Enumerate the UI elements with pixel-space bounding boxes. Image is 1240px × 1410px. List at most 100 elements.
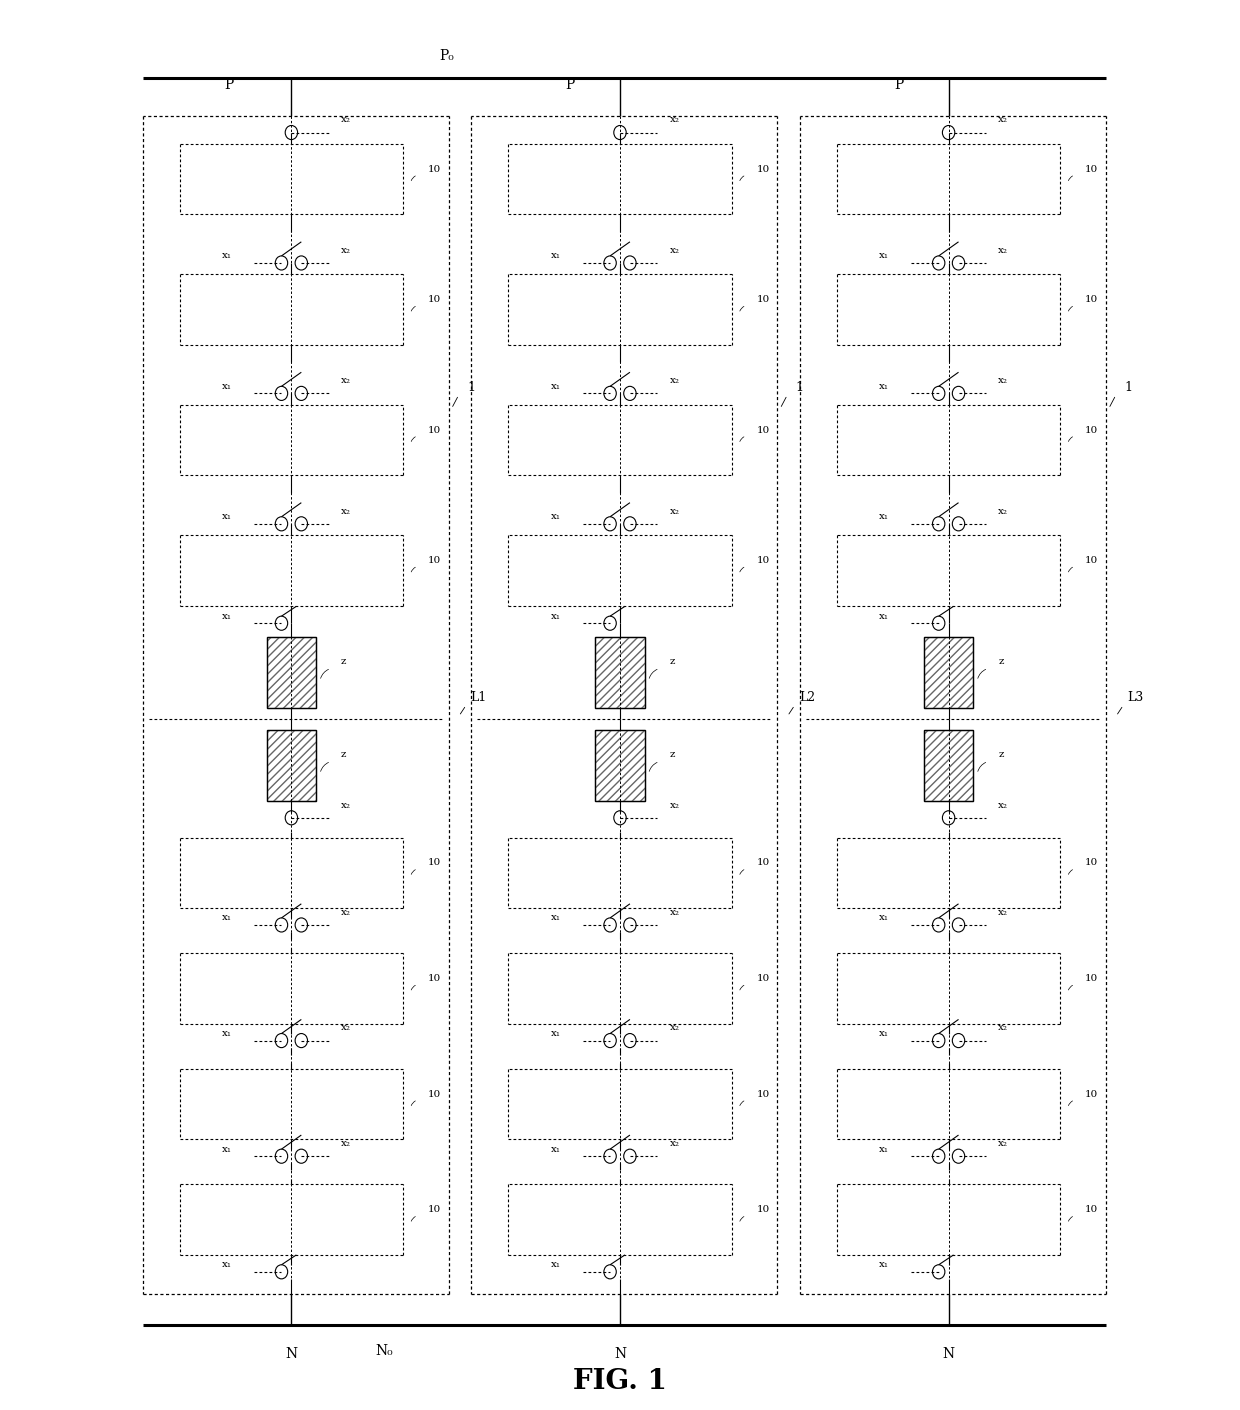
Text: z: z	[670, 750, 675, 759]
Text: 10: 10	[1085, 974, 1099, 983]
Text: 10: 10	[428, 1090, 441, 1098]
Text: 10: 10	[428, 974, 441, 983]
Text: x₁: x₁	[551, 1261, 560, 1269]
Text: 10: 10	[1085, 556, 1099, 565]
Text: z: z	[998, 750, 1003, 759]
Text: N: N	[285, 1347, 298, 1361]
Text: FIG. 1: FIG. 1	[573, 1368, 667, 1396]
Text: 10: 10	[756, 426, 770, 434]
Text: x₁: x₁	[879, 914, 889, 922]
Bar	[924, 730, 973, 801]
Text: x₂: x₂	[998, 506, 1008, 516]
Text: z: z	[998, 657, 1003, 666]
Text: x₂: x₂	[341, 116, 351, 124]
Text: 10: 10	[428, 426, 441, 434]
Text: x₁: x₁	[551, 512, 560, 522]
Bar	[595, 730, 645, 801]
Text: x₂: x₂	[341, 801, 351, 809]
Text: 10: 10	[1085, 859, 1099, 867]
Text: 10: 10	[428, 556, 441, 565]
Text: x₂: x₂	[998, 245, 1008, 255]
Text: 10: 10	[428, 295, 441, 305]
Text: x₁: x₁	[879, 1029, 889, 1038]
Text: z: z	[341, 657, 346, 666]
Text: x₁: x₁	[222, 1261, 232, 1269]
Text: x₁: x₁	[222, 612, 232, 620]
Text: x₂: x₂	[341, 1024, 351, 1032]
Text: x₂: x₂	[341, 1139, 351, 1148]
Text: x₂: x₂	[998, 1139, 1008, 1148]
Text: x₂: x₂	[341, 908, 351, 917]
Text: 10: 10	[428, 859, 441, 867]
Text: 10: 10	[428, 165, 441, 173]
Text: x₁: x₁	[879, 1261, 889, 1269]
Text: L1: L1	[470, 691, 487, 705]
Text: P: P	[894, 78, 904, 92]
Bar	[924, 730, 973, 801]
Bar	[267, 637, 316, 708]
Text: 10: 10	[756, 974, 770, 983]
Text: 10: 10	[1085, 165, 1099, 173]
Bar	[595, 637, 645, 708]
Text: 10: 10	[1085, 1206, 1099, 1214]
Text: P: P	[224, 78, 234, 92]
Bar	[595, 637, 645, 708]
Text: P: P	[565, 78, 575, 92]
Text: x₁: x₁	[222, 914, 232, 922]
Text: x₁: x₁	[879, 1145, 889, 1153]
Text: x₂: x₂	[670, 801, 680, 809]
Text: x₂: x₂	[998, 908, 1008, 917]
Text: L2: L2	[799, 691, 816, 705]
Text: 1: 1	[796, 381, 804, 395]
Text: x₁: x₁	[551, 1145, 560, 1153]
Bar	[595, 637, 645, 708]
Text: 10: 10	[1085, 295, 1099, 305]
Bar	[267, 730, 316, 801]
Text: 10: 10	[1085, 426, 1099, 434]
Text: x₁: x₁	[551, 1029, 560, 1038]
Text: N: N	[614, 1347, 626, 1361]
Text: x₁: x₁	[879, 251, 889, 261]
Text: z: z	[341, 750, 346, 759]
Text: 10: 10	[756, 165, 770, 173]
Bar	[267, 730, 316, 801]
Text: x₁: x₁	[222, 1029, 232, 1038]
Text: x₂: x₂	[998, 801, 1008, 809]
Text: x₂: x₂	[998, 1024, 1008, 1032]
Bar	[924, 637, 973, 708]
Bar	[595, 730, 645, 801]
Bar	[267, 637, 316, 708]
Text: 10: 10	[756, 1090, 770, 1098]
Text: x₂: x₂	[670, 1139, 680, 1148]
Text: x₂: x₂	[670, 116, 680, 124]
Bar	[924, 637, 973, 708]
Text: 10: 10	[756, 295, 770, 305]
Text: x₂: x₂	[998, 376, 1008, 385]
Text: 10: 10	[756, 1206, 770, 1214]
Text: N₀: N₀	[376, 1344, 393, 1358]
Text: x₂: x₂	[670, 245, 680, 255]
Text: x₁: x₁	[551, 382, 560, 391]
Bar	[267, 637, 316, 708]
Text: x₂: x₂	[341, 376, 351, 385]
Text: x₁: x₁	[879, 512, 889, 522]
Text: N: N	[942, 1347, 955, 1361]
Text: x₁: x₁	[222, 382, 232, 391]
Text: x₁: x₁	[222, 512, 232, 522]
Text: 10: 10	[756, 556, 770, 565]
Text: 10: 10	[1085, 1090, 1099, 1098]
Text: 10: 10	[428, 1206, 441, 1214]
Text: x₂: x₂	[341, 245, 351, 255]
Bar	[924, 637, 973, 708]
Text: z: z	[670, 657, 675, 666]
Text: 1: 1	[467, 381, 475, 395]
Text: L3: L3	[1127, 691, 1145, 705]
Text: x₁: x₁	[879, 612, 889, 620]
Bar	[595, 730, 645, 801]
Text: x₁: x₁	[551, 251, 560, 261]
Text: x₁: x₁	[551, 914, 560, 922]
Text: x₂: x₂	[670, 506, 680, 516]
Bar	[267, 730, 316, 801]
Text: x₂: x₂	[998, 116, 1008, 124]
Text: x₂: x₂	[670, 1024, 680, 1032]
